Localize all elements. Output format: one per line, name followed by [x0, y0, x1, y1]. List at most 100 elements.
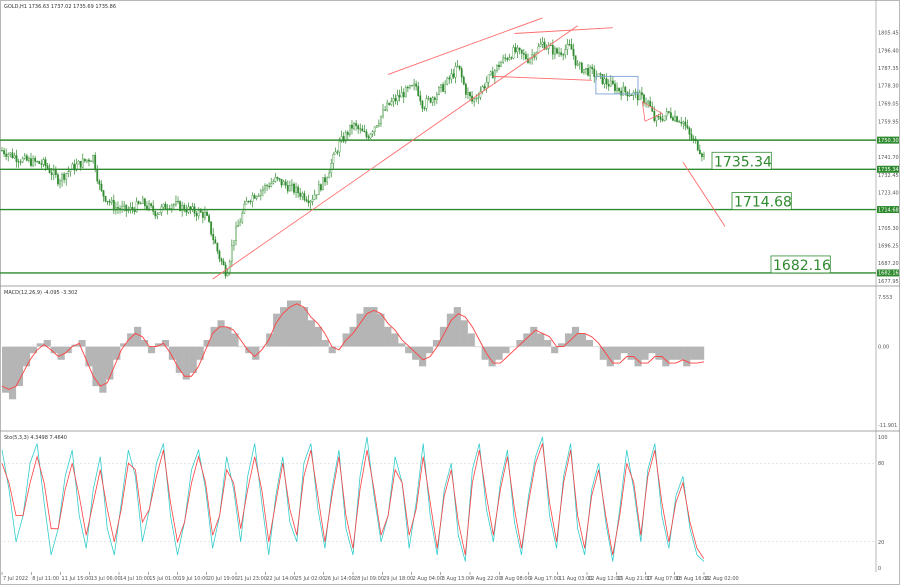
candle-body [653, 111, 656, 121]
candle-body [324, 177, 326, 183]
candle-body [382, 109, 384, 117]
time-tick-label: 15 Aug 21:00 [617, 576, 651, 582]
time-tick-label: 14 Jul 10:00 [120, 576, 150, 582]
level-label-box [711, 151, 772, 170]
candle-body [365, 131, 368, 137]
candle-body [701, 153, 703, 157]
candle-body [148, 203, 150, 210]
time-tick-label: 11 Jul 15:00 [62, 576, 92, 582]
level-label: 1735.34 [714, 154, 772, 170]
candle-body [317, 184, 320, 195]
candle-body [210, 221, 213, 235]
macd-bar [99, 346, 107, 393]
macd-bar [697, 346, 705, 360]
macd-bar [127, 333, 135, 347]
candle-body [57, 174, 59, 185]
macd-bar [231, 333, 239, 347]
candle-body [50, 172, 53, 175]
candle-body [220, 258, 223, 262]
candle-body [498, 64, 500, 67]
candle-body [137, 201, 140, 204]
candle-body [512, 47, 515, 59]
macd-bar [245, 346, 253, 354]
candle-body [630, 95, 633, 97]
candle-body [330, 163, 333, 174]
candle-body [698, 149, 701, 154]
candle-body [502, 57, 505, 63]
macd-bar [349, 326, 357, 347]
candle-body [162, 203, 165, 208]
macd-bar [509, 346, 517, 348]
macd-bar [189, 346, 197, 373]
candle-body [141, 198, 144, 204]
candle-body [510, 57, 513, 59]
candle-body [286, 185, 289, 192]
candle-body [692, 138, 695, 140]
candle-body [489, 71, 492, 76]
candle-body [243, 204, 246, 214]
candle-body [44, 159, 47, 166]
macd-tick-label: -11.901 [878, 423, 897, 429]
candle-body [177, 201, 179, 203]
trendline [387, 17, 543, 75]
candle-body [17, 161, 20, 163]
candle-body [152, 205, 155, 212]
candle-body [369, 133, 372, 139]
macd-bar [120, 343, 128, 347]
macd-bar [335, 346, 343, 348]
candle-body [628, 95, 631, 97]
macd-bar [377, 313, 385, 347]
trendline [493, 75, 592, 81]
candle-body [674, 116, 676, 121]
macd-bar [634, 346, 642, 367]
price-tick-label: 1687.20 [878, 261, 899, 267]
candle-body [199, 210, 202, 213]
candle-body [28, 158, 30, 161]
candle-body [458, 65, 461, 69]
macd-bar [280, 307, 288, 347]
candle-body [272, 181, 275, 184]
candle-body [344, 132, 347, 142]
candle-body [274, 177, 277, 182]
candle-body [398, 95, 401, 98]
candle-body [257, 195, 260, 197]
macd-bar [446, 313, 454, 347]
candle-body [83, 158, 86, 162]
macd-bar [558, 343, 566, 347]
macd-signal-line [1, 303, 705, 390]
candle-body [657, 116, 660, 118]
candle-body [146, 205, 148, 210]
candle-body [262, 188, 264, 192]
candle-body [396, 95, 399, 102]
time-tick-label: 17 Aug 07:00 [647, 576, 681, 582]
macd-bar [571, 326, 580, 347]
candle-body [417, 86, 420, 96]
stoch-tick-label: 20 [878, 540, 884, 546]
macd-bar [391, 333, 399, 347]
candle-body [5, 153, 8, 157]
candle-body [332, 154, 335, 164]
candle-body [278, 178, 281, 180]
trendline [682, 161, 726, 227]
macd-tick-label: 7.553 [878, 295, 892, 301]
candle-body [554, 48, 556, 55]
candle-body [249, 200, 252, 202]
candle-body [624, 86, 627, 93]
candle-body [123, 204, 126, 207]
stoch-panel-header: Sto(5,3,3) 4.3498 7.4640 [4, 435, 67, 441]
time-tick-label: 12 Aug 12:00 [588, 576, 622, 582]
candle-body [212, 234, 215, 240]
candle-body [34, 158, 37, 162]
macd-bar [425, 346, 434, 354]
candle-body [245, 200, 248, 205]
candle-body [139, 203, 142, 205]
macd-bar [537, 333, 545, 347]
level-price-tag [877, 165, 899, 173]
candle-body [214, 239, 217, 244]
candle-body [688, 127, 691, 135]
level-price-tag [877, 206, 899, 214]
macd-bar [154, 343, 163, 347]
candle-body [104, 196, 107, 202]
candle-body [46, 165, 49, 169]
candle-body [564, 49, 567, 56]
